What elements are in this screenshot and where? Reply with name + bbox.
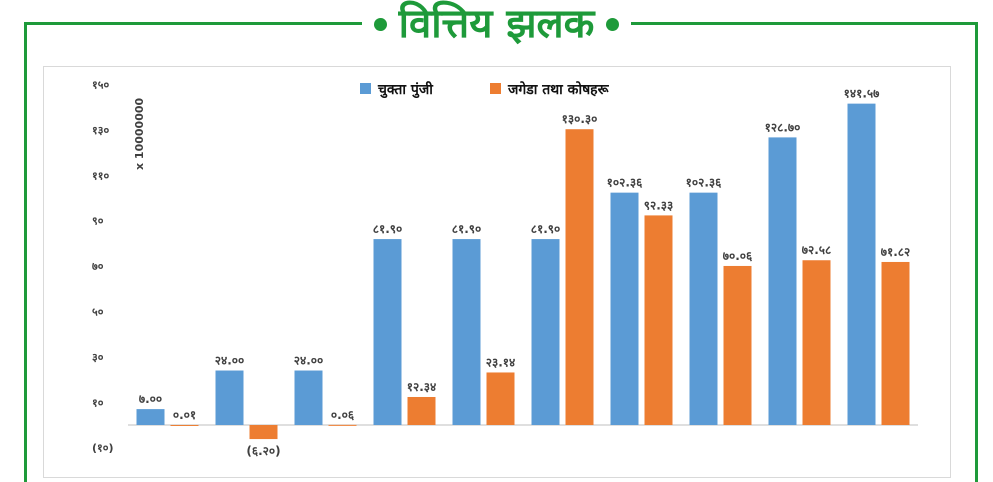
bar-reserves-funds	[170, 424, 199, 426]
bar-reserves-funds	[644, 215, 673, 425]
data-label: २४.००	[215, 354, 245, 368]
data-label: १०२.३६	[607, 176, 644, 190]
data-label: ७.००	[139, 392, 162, 406]
y-unit-label: x 10000000	[133, 97, 146, 170]
title-bar: वित्तिय झलक	[0, 0, 993, 48]
data-label: ७०.०६	[723, 249, 753, 263]
data-label: ८१.९०	[373, 222, 403, 236]
data-label: २४.००	[294, 354, 324, 368]
y-tick-label: ९०	[92, 215, 104, 228]
bar-paid-up-capital	[215, 370, 244, 425]
data-label: ९२.३३	[644, 198, 674, 212]
y-tick-label: १५०	[92, 79, 109, 92]
y-tick-label: ११०	[92, 169, 109, 182]
data-label: १२.३४	[407, 380, 437, 394]
title-right-dot	[606, 17, 620, 31]
bar-reserves-funds	[723, 265, 752, 425]
bar-chart: १५० १३० ११० ९० ७० ५० ३० १० (१०) x 10000000 ७.०० ०.०…	[92, 79, 918, 458]
data-label: १०२.३६	[686, 176, 723, 190]
title-left-dot	[373, 17, 387, 31]
bar-reserves-funds	[486, 372, 515, 425]
bar-paid-up-capital	[294, 370, 323, 425]
bar-reserves-funds	[565, 129, 594, 425]
y-tick-label: १३०	[92, 124, 109, 137]
bar-paid-up-capital	[136, 409, 165, 425]
frame-left-border	[24, 22, 27, 482]
y-tick-label: (१०)	[92, 442, 114, 455]
legend-label: जगेडा तथा कोषहरू	[507, 81, 610, 98]
data-label: १३०.३०	[562, 112, 598, 126]
data-label: ०.०१	[173, 408, 196, 422]
frame-right-border	[975, 22, 978, 482]
bar-paid-up-capital	[847, 103, 876, 425]
bar-reserves-funds	[802, 260, 831, 425]
data-label: ७२.५८	[802, 243, 832, 257]
bar-reserves-funds	[249, 425, 278, 440]
legend-swatch	[360, 83, 371, 94]
bar-reserves-funds	[881, 261, 910, 425]
data-label: ०.०६	[331, 408, 355, 422]
bar-paid-up-capital	[452, 239, 481, 425]
data-label: (६.२०)	[246, 444, 280, 458]
y-tick-label: ५०	[92, 306, 104, 319]
bar-paid-up-capital	[689, 192, 718, 425]
bar-reserves-funds	[407, 396, 436, 425]
y-tick-label: १०	[92, 396, 104, 409]
data-label: ८१.९०	[531, 222, 561, 236]
y-tick-label: ३०	[92, 351, 104, 364]
legend-label: चुक्ता पुंजी	[377, 81, 434, 99]
data-label: १२८.७०	[765, 120, 801, 134]
bar-paid-up-capital	[373, 239, 402, 425]
data-label: ७१.८२	[881, 245, 911, 259]
title-group: वित्तिय झलक	[361, 0, 632, 48]
bar-paid-up-capital	[531, 239, 560, 425]
data-label: ८१.९०	[452, 222, 482, 236]
legend-swatch	[490, 83, 501, 94]
bar-paid-up-capital	[768, 137, 797, 426]
data-label: २३.१४	[486, 355, 516, 369]
y-tick-label: ७०	[92, 260, 104, 273]
bar-reserves-funds	[328, 424, 357, 426]
bar-paid-up-capital	[610, 192, 639, 425]
data-label: १४१.५७	[844, 87, 881, 101]
page-title: वित्तिय झलक	[398, 1, 595, 47]
